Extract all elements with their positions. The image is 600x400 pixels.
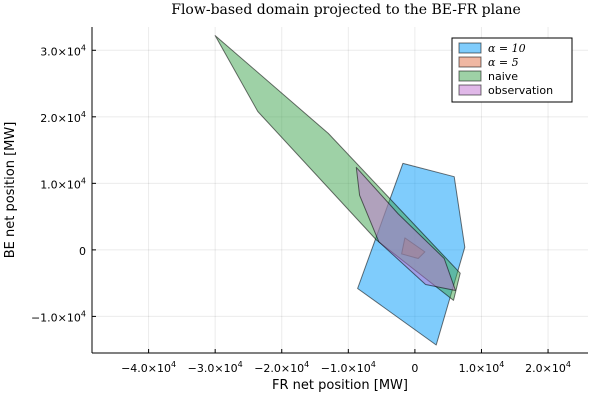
y-tick-label-3: 2.0×104 bbox=[40, 110, 86, 125]
legend-swatch-1 bbox=[458, 56, 482, 68]
series-polygon-3 bbox=[355, 166, 456, 291]
legend-swatch-3 bbox=[458, 84, 482, 96]
x-tick-label-2: −2.0×104 bbox=[254, 360, 309, 375]
x-tick-labels: −4.0×104 −3.0×104 −2.0×104 −1.0×104 0 1.0×104… bbox=[121, 349, 571, 375]
x-tick-label-4: 0 bbox=[411, 362, 418, 375]
plot-polygons bbox=[214, 35, 466, 346]
legend-label-0: α = 10 bbox=[488, 42, 526, 55]
x-tick-label-6: 2.0×104 bbox=[525, 360, 571, 375]
x-tick-label-0: −4.0×104 bbox=[121, 360, 176, 375]
y-tick-label-4: 3.0×104 bbox=[40, 43, 86, 58]
x-tick-label-1: −3.0×104 bbox=[188, 360, 243, 375]
y-tick-label-1: 0 bbox=[79, 245, 86, 258]
legend-label-1: α = 5 bbox=[488, 56, 519, 69]
chart-title: Flow-based domain projected to the BE-FR… bbox=[171, 2, 521, 18]
y-axis-label: BE net position [MW] bbox=[3, 122, 18, 259]
legend-swatch-0 bbox=[458, 42, 482, 54]
x-tick-label-3: −1.0×104 bbox=[321, 360, 376, 375]
y-tick-label-0: −1.0×104 bbox=[31, 309, 86, 324]
legend-label-3: observation bbox=[488, 84, 553, 97]
x-axis-label: FR net position [MW] bbox=[272, 378, 408, 393]
legend-swatch-2 bbox=[458, 70, 482, 82]
y-tick-label-2: 1.0×104 bbox=[40, 176, 86, 191]
y-tick-labels: −1.0×104 0 1.0×104 2.0×104 3.0×104 bbox=[31, 43, 96, 324]
legend-label-2: naive bbox=[488, 70, 518, 83]
axes bbox=[91, 27, 588, 354]
x-tick-label-5: 1.0×104 bbox=[459, 360, 505, 375]
